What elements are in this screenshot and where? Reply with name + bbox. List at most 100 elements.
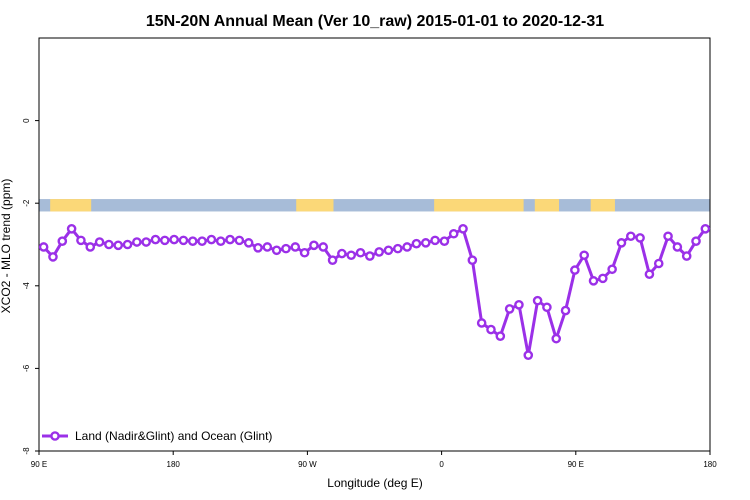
data-point: [253, 243, 263, 253]
data-point: [691, 236, 701, 246]
data-point: [122, 239, 133, 250]
data-point: [672, 242, 683, 252]
y-axis-ticks: 0 -2 -4 -6 -8: [22, 118, 39, 455]
data-point: [169, 234, 179, 245]
chart-title: 15N-20N Annual Mean (Ver 10_raw) 2015-01…: [146, 13, 604, 30]
data-point: [392, 243, 403, 254]
data-point: [355, 247, 366, 258]
data-point: [94, 237, 105, 247]
x-tick-label: 180: [703, 460, 717, 469]
y-tick-label: -6: [22, 364, 31, 372]
data-point: [504, 304, 515, 314]
legend-label: Land (Nadir&Glint) and Ocean (Glint): [75, 429, 272, 443]
data-point: [243, 238, 254, 248]
data-point: [495, 331, 506, 341]
land-band-segment: [590, 199, 615, 212]
data-point: [215, 236, 226, 246]
x-tick-label: 0: [439, 460, 444, 469]
data-point: [197, 236, 207, 246]
legend-marker: [50, 431, 60, 441]
x-axis-label: Longitude (deg E): [327, 476, 422, 490]
data-point: [38, 242, 49, 252]
data-point: [663, 231, 673, 242]
data-point: [420, 238, 431, 248]
data-point: [607, 264, 617, 275]
data-point: [700, 224, 711, 234]
data-point: [225, 234, 235, 245]
plot-frame: [38, 37, 711, 452]
y-tick-label: -8: [22, 447, 31, 455]
data-point: [616, 238, 627, 248]
data-point: [262, 242, 273, 252]
y-tick-label: -4: [22, 282, 31, 290]
data-point: [486, 324, 496, 335]
data-point: [346, 250, 357, 261]
data-point: [234, 235, 245, 246]
data-point: [299, 247, 310, 258]
x-tick-label: 90 E: [568, 460, 584, 469]
data-point: [523, 350, 534, 360]
data-point: [113, 240, 124, 251]
data-point: [542, 302, 552, 313]
data-point: [290, 242, 301, 252]
land-band-segment: [534, 199, 560, 212]
data-point: [439, 236, 450, 246]
plot-area: 0 -2 -4 -6 -8 90 E 180 90 W 0 90 E 180: [22, 37, 717, 469]
data-point: [458, 224, 468, 234]
data-point: [178, 235, 189, 246]
data-point: [476, 318, 487, 328]
data-point: [85, 242, 96, 252]
data-point: [104, 239, 114, 250]
x-axis-ticks: 90 E 180 90 W 0 90 E 180: [31, 451, 717, 469]
y-tick-label: -2: [22, 199, 31, 207]
data-point: [532, 295, 543, 306]
data-point: [560, 305, 571, 316]
data-point: [402, 242, 412, 252]
data-point: [514, 299, 524, 310]
data-point: [411, 238, 422, 249]
data-point: [365, 251, 375, 261]
data-point: [625, 231, 636, 242]
data-point: [337, 248, 347, 259]
x-tick-label: 90 W: [298, 460, 317, 469]
data-point: [551, 333, 562, 344]
x-tick-label: 180: [167, 460, 181, 469]
data-point: [150, 234, 161, 245]
land-ocean-band: [39, 199, 710, 212]
series-line: [42, 227, 707, 357]
data-point: [160, 235, 170, 246]
data-point: [66, 224, 77, 234]
data-point: [141, 237, 151, 247]
data-point: [579, 250, 589, 261]
data-series: [38, 224, 711, 360]
x-tick-label: 90 E: [31, 460, 47, 469]
data-point: [588, 276, 599, 286]
data-point: [271, 245, 282, 256]
data-point: [281, 243, 291, 254]
data-point: [383, 245, 394, 256]
data-point: [448, 228, 459, 239]
data-point: [318, 242, 329, 252]
land-band-segment: [50, 199, 92, 212]
data-point: [681, 251, 692, 261]
land-band-segment: [434, 199, 524, 212]
data-point: [187, 236, 198, 246]
land-band-segment: [296, 199, 334, 212]
data-point: [653, 258, 664, 269]
data-point: [48, 252, 58, 262]
y-tick-label: 0: [22, 118, 31, 123]
y-axis-label: XCO2 - MLO trend (ppm): [0, 179, 13, 314]
data-point: [635, 233, 645, 243]
data-point: [132, 237, 142, 247]
data-point: [430, 235, 440, 246]
data-point: [76, 235, 86, 246]
data-point: [570, 265, 580, 275]
data-point: [309, 240, 319, 251]
data-point: [467, 255, 478, 265]
data-point: [598, 273, 608, 284]
data-point: [374, 247, 384, 257]
data-point: [327, 255, 338, 265]
data-point: [57, 236, 68, 246]
data-point: [644, 269, 655, 280]
